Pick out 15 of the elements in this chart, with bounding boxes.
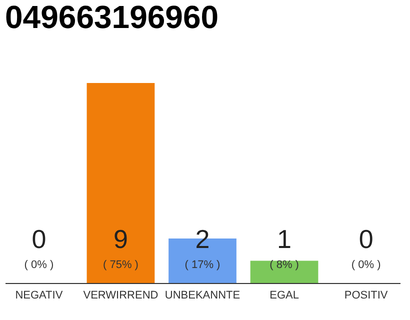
- x-tick-label: EGAL: [270, 290, 299, 302]
- data-label: 0: [32, 224, 46, 254]
- data-label: 9: [113, 224, 128, 254]
- annotation: ( 0% ): [351, 259, 381, 271]
- annotation: ( 17% ): [184, 259, 220, 271]
- x-tick-label: UNBEKANNTE: [164, 290, 240, 302]
- data-label: 1: [277, 224, 292, 254]
- data-label: 0: [358, 224, 374, 254]
- x-tick-label: POSITIV: [344, 290, 388, 302]
- x-tick-label: NEGATIV: [15, 290, 64, 302]
- annotation: ( 8% ): [270, 259, 299, 271]
- annotation: ( 0% ): [24, 259, 54, 271]
- chart-title: 049663196960: [5, 0, 219, 35]
- x-tick-label: VERWIRREND: [83, 290, 158, 302]
- annotation: ( 75% ): [102, 259, 138, 271]
